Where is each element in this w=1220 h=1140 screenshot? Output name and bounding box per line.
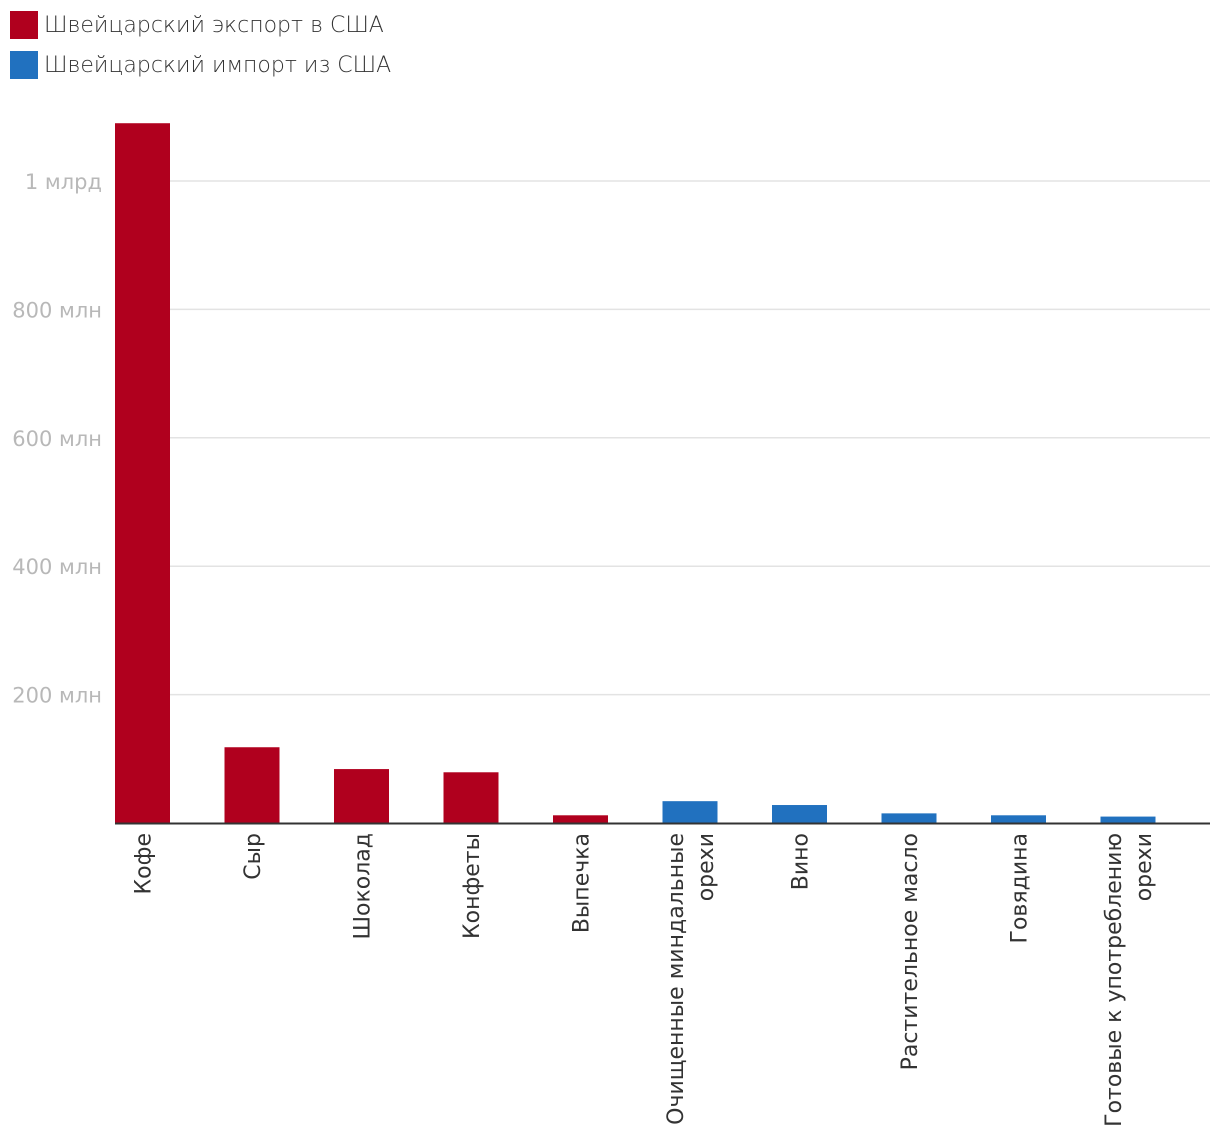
legend-item-import[interactable]: Швейцарский импорт из США xyxy=(10,50,391,80)
bar-export-3[interactable] xyxy=(443,772,499,823)
x-category-label: Конфеты xyxy=(460,833,485,939)
x-category-label: орехи xyxy=(1132,833,1157,901)
y-tick-label: 800 млн xyxy=(12,298,102,322)
x-category-label: Сыр xyxy=(241,833,266,880)
export-square-swatch-icon xyxy=(10,11,38,39)
x-category-label: Растительное масло xyxy=(898,833,923,1070)
y-tick-label: 600 млн xyxy=(12,427,102,451)
gridlines xyxy=(170,180,1210,696)
legend: Швейцарский экспорт в США Швейцарский им… xyxy=(10,10,391,90)
x-category-label: Шоколад xyxy=(351,833,376,940)
y-axis-ticks: 200 млн 400 млн 600 млн 800 млн 1 млрд xyxy=(12,170,102,708)
bar-export-0[interactable] xyxy=(115,123,170,824)
y-tick-label: 400 млн xyxy=(12,555,102,579)
import-square-swatch-icon xyxy=(10,51,38,79)
x-category-label: Вино xyxy=(789,833,814,890)
bar-export-2[interactable] xyxy=(334,769,389,823)
bars xyxy=(115,123,1156,824)
bar-import-5[interactable] xyxy=(662,801,718,823)
bar-import-8[interactable] xyxy=(991,815,1046,823)
x-category-label: Кофе xyxy=(132,833,157,894)
bar-export-4[interactable] xyxy=(553,815,608,823)
legend-label-import: Швейцарский импорт из США xyxy=(44,52,392,78)
bar-import-6[interactable] xyxy=(772,805,827,823)
bar-import-9[interactable] xyxy=(1100,816,1156,823)
legend-label-export: Швейцарский экспорт в США xyxy=(44,12,384,38)
y-tick-label: 1 млрд xyxy=(25,170,102,194)
legend-item-export[interactable]: Швейцарский экспорт в США xyxy=(10,10,391,40)
x-category-label: Готовые к употреблению xyxy=(1102,833,1127,1127)
bar-import-7[interactable] xyxy=(881,813,937,823)
x-category-label: орехи xyxy=(694,833,719,901)
bar-export-1[interactable] xyxy=(224,747,280,823)
x-category-label: Выпечка xyxy=(570,833,595,933)
x-category-label: Очищенные миндальные xyxy=(664,833,689,1125)
y-tick-label: 200 млн xyxy=(12,684,102,708)
x-axis-category-labels: Кофе Сыр Шоколад Конфеты Выпечка Очищенные ми… xyxy=(132,833,1158,1127)
x-category-label: Говядина xyxy=(1008,833,1033,943)
